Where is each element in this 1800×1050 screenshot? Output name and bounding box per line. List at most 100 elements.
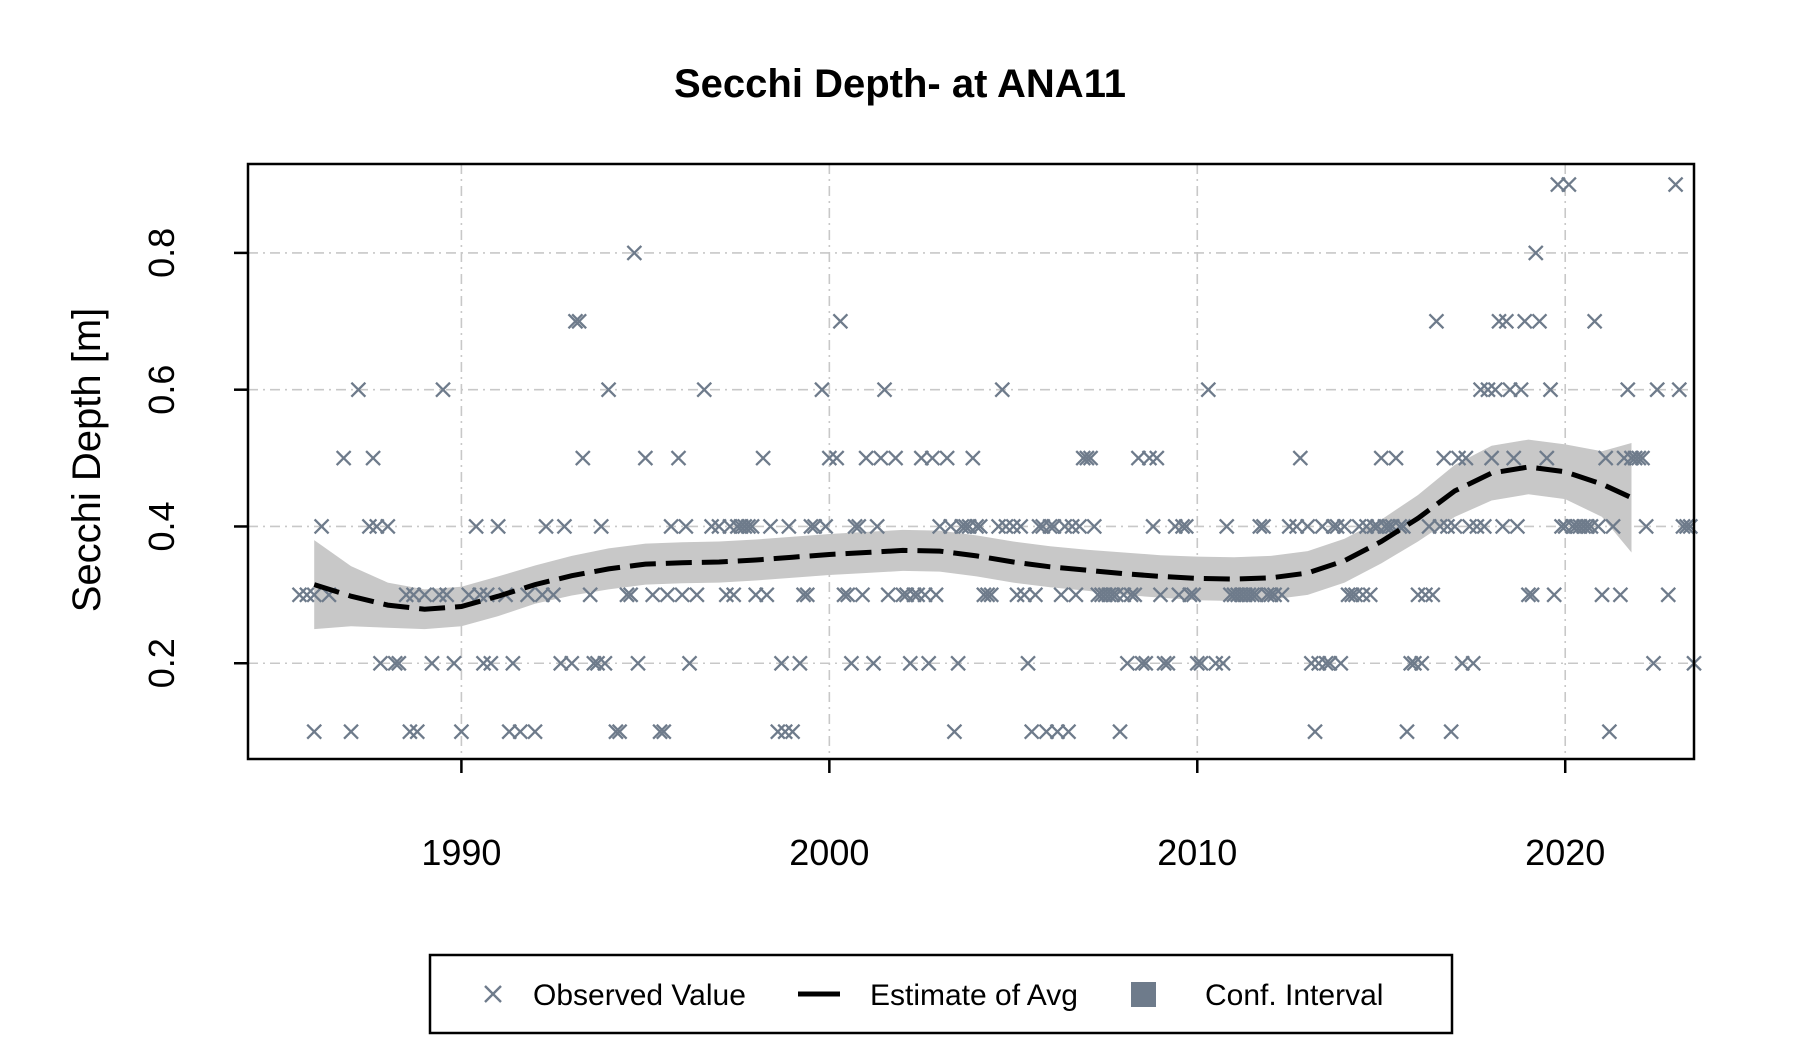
observed-point <box>674 587 690 603</box>
observed-point <box>1152 587 1169 603</box>
observed-point <box>917 587 933 603</box>
observed-point <box>1572 518 1588 535</box>
observed-point <box>1366 518 1382 535</box>
observed-point <box>1660 587 1677 603</box>
observed-point <box>1090 587 1106 603</box>
observed-point <box>1461 518 1478 535</box>
legend-label-conf: Conf. Interval <box>1205 979 1383 1012</box>
observed-point <box>1112 723 1128 740</box>
observed-point <box>1645 655 1662 672</box>
observed-point <box>567 313 584 330</box>
observed-point <box>1531 313 1548 330</box>
observed-point <box>405 587 422 603</box>
observed-point <box>1042 518 1058 535</box>
observed-point <box>512 723 529 740</box>
observed-point <box>1097 587 1114 603</box>
observed-point <box>803 518 819 535</box>
observed-point <box>611 723 628 740</box>
observed-point <box>460 587 477 603</box>
observed-point <box>556 518 573 535</box>
observed-point <box>1156 655 1172 672</box>
observed-point <box>1160 655 1176 672</box>
observed-point <box>865 655 882 672</box>
observed-point <box>770 723 786 740</box>
observed-point <box>773 655 790 672</box>
observed-point <box>898 587 915 603</box>
observed-point <box>1605 518 1621 535</box>
observed-point <box>924 450 941 466</box>
observed-point <box>1432 518 1448 535</box>
observed-point <box>880 587 897 603</box>
observed-point <box>586 655 602 672</box>
observed-point <box>1108 587 1125 603</box>
observed-point <box>1424 587 1441 603</box>
observed-point <box>1667 176 1684 193</box>
observed-point <box>1502 381 1518 398</box>
observed-point <box>1215 655 1231 672</box>
observed-point <box>1542 381 1559 398</box>
observed-point <box>983 587 1000 603</box>
observed-point <box>1034 518 1051 535</box>
observed-point <box>637 450 654 466</box>
observed-point <box>1513 381 1529 398</box>
observed-point <box>1586 313 1603 330</box>
observed-point <box>1601 723 1618 740</box>
observed-point <box>953 518 970 535</box>
observed-point <box>435 381 451 398</box>
observed-point <box>343 723 359 740</box>
observed-point <box>1226 587 1242 603</box>
observed-point <box>1498 313 1515 330</box>
observed-point <box>453 723 470 740</box>
observed-point <box>1553 518 1570 535</box>
observed-point <box>1638 518 1654 535</box>
observed-point <box>847 518 863 535</box>
observed-point <box>659 587 676 603</box>
observed-point <box>1369 518 1386 535</box>
observed-point <box>1218 518 1235 535</box>
observed-point <box>703 518 720 535</box>
observed-point <box>821 450 838 466</box>
observed-point <box>729 518 746 535</box>
observed-point <box>994 381 1011 398</box>
observed-point <box>1329 518 1345 535</box>
observed-point <box>854 587 871 603</box>
observed-point <box>1174 518 1191 535</box>
observed-point <box>1351 518 1367 535</box>
observed-point <box>1619 381 1636 398</box>
observed-point <box>895 587 911 603</box>
observed-point <box>626 245 643 261</box>
observed-point <box>1314 518 1331 535</box>
observed-point <box>806 518 823 535</box>
observed-point <box>762 518 779 535</box>
observed-point <box>696 381 713 398</box>
observed-point <box>571 313 587 330</box>
confidence-band <box>314 439 1632 630</box>
observed-point <box>1516 313 1533 330</box>
observed-point <box>1053 587 1069 603</box>
observed-point <box>1557 518 1574 535</box>
observed-point <box>1491 313 1507 330</box>
observed-point <box>681 655 698 672</box>
observed-point <box>1207 655 1224 672</box>
observed-point <box>1623 450 1640 466</box>
observed-point <box>1148 450 1165 466</box>
observed-point <box>402 723 418 740</box>
observed-point <box>939 450 955 466</box>
observed-point <box>1057 518 1073 535</box>
observed-point <box>608 723 624 740</box>
observed-point <box>416 587 433 603</box>
observed-point <box>1178 518 1195 535</box>
observed-point <box>582 587 598 603</box>
observed-point <box>832 313 849 330</box>
observed-point <box>1167 518 1184 535</box>
observed-point <box>1248 587 1264 603</box>
observed-point <box>1340 587 1356 603</box>
observed-points-layer <box>291 176 1702 740</box>
observed-point <box>1049 723 1066 740</box>
observed-point <box>736 518 753 535</box>
observed-point <box>527 723 543 740</box>
observed-point <box>1524 587 1540 603</box>
observed-point <box>368 518 385 535</box>
observed-point <box>1410 587 1426 603</box>
observed-point <box>1347 587 1364 603</box>
